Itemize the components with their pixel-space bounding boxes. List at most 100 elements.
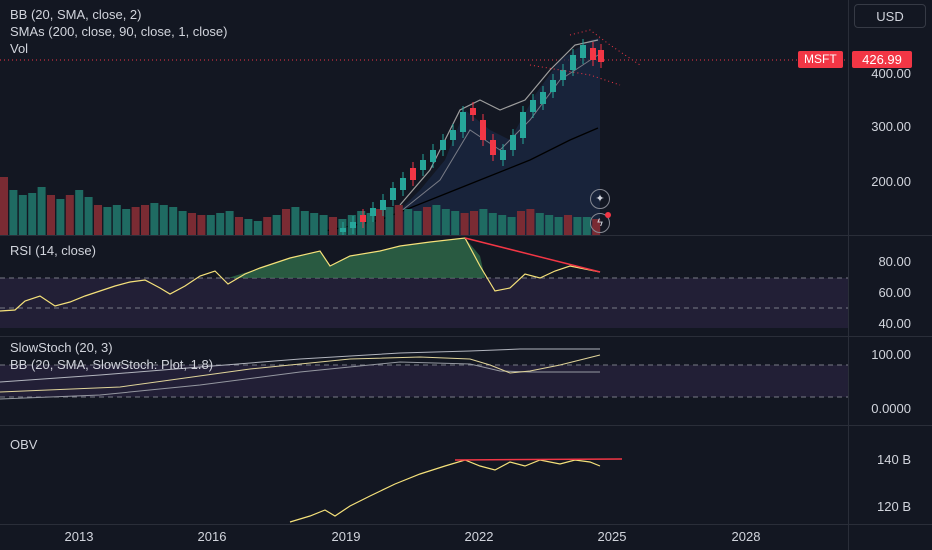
currency-button[interactable]: USD (854, 4, 926, 28)
volume-bar (282, 209, 290, 235)
time-tick: 2013 (64, 529, 94, 544)
candle-body (450, 130, 456, 140)
volume-bar (451, 211, 460, 235)
volume-bar (131, 207, 140, 235)
candle-body (470, 108, 476, 115)
symbol-tag: MSFT (798, 51, 843, 68)
volume-bar (385, 207, 394, 235)
candles (340, 39, 604, 238)
stoch-overlay[interactable]: BB (20, SMA, SlowStoch: Plot, 1.8) (10, 357, 214, 372)
volume-bar (197, 215, 206, 235)
volume-bar (112, 205, 121, 235)
obv-pane[interactable]: OBV (0, 426, 848, 524)
stoch-bb-upper (0, 348, 600, 383)
volume-bar (319, 215, 328, 235)
candle-body (550, 80, 556, 92)
projection-dots-lower (529, 64, 621, 86)
price-tick: 300.00 (871, 119, 911, 134)
candle-body (500, 150, 506, 160)
price-chart (0, 29, 848, 238)
stoch-chart (0, 348, 848, 400)
volume-bar (535, 213, 544, 235)
bollinger-band-fill (395, 38, 600, 235)
rsi-line (0, 237, 601, 312)
volume-bar (103, 207, 112, 235)
candle-body (380, 200, 386, 210)
rsi-divergence-line (464, 237, 601, 273)
rsi-overbought-fill (228, 238, 485, 278)
volume-bar (56, 199, 65, 235)
candle-body (480, 120, 486, 140)
time-tick: 2022 (464, 529, 494, 544)
lightning-icon[interactable]: ϟ (590, 213, 610, 233)
indicator-vol[interactable]: Vol (10, 41, 29, 56)
candle-body (510, 135, 516, 150)
candle-body (410, 168, 416, 180)
price-pane[interactable]: BB (20, SMA, close, 2) SMAs (200, close,… (0, 0, 848, 238)
volume-bar (423, 207, 431, 235)
candle-body (440, 140, 446, 150)
stoch-title[interactable]: SlowStoch (20, 3) (10, 340, 113, 355)
obv-tick: 120 B (877, 499, 911, 514)
obv-resistance-line (454, 458, 623, 461)
price-tick: 200.00 (871, 174, 911, 189)
volume-bar (498, 215, 507, 235)
candle-body (340, 228, 346, 232)
volume-bar (573, 217, 582, 235)
time-tick: 2028 (731, 529, 761, 544)
volume-bar (291, 207, 300, 235)
volume-bar (517, 211, 525, 235)
candle-body (420, 160, 426, 170)
obv-tick: 140 B (877, 452, 911, 467)
volume-bar (545, 215, 554, 235)
obv-chart (289, 458, 623, 523)
volume-bar (338, 219, 347, 235)
volume-bar (564, 215, 572, 235)
obv-line (289, 459, 601, 523)
volume-bar (65, 195, 74, 235)
candle-body (370, 208, 376, 216)
candle-body (560, 70, 566, 80)
volume-bar (263, 217, 272, 235)
stoch-pane[interactable]: SlowStoch (20, 3) BB (20, SMA, SlowStoch… (0, 337, 848, 425)
volume-bar (300, 211, 309, 235)
candle-body (390, 188, 396, 200)
stoch-band (0, 365, 848, 397)
candle-body (540, 92, 546, 104)
candle-body (400, 178, 406, 190)
stoch-tick: 100.00 (871, 347, 911, 362)
compass-icon[interactable]: ✦ (590, 189, 610, 209)
indicator-smas[interactable]: SMAs (200, close, 90, close, 1, close) (10, 24, 228, 39)
volume-bar (272, 215, 281, 235)
indicator-bb[interactable]: BB (20, SMA, close, 2) (10, 7, 142, 22)
volume-bar (188, 213, 196, 235)
rsi-pane[interactable]: RSI (14, close) (0, 236, 848, 336)
alert-dot (605, 212, 611, 218)
volume-bar (376, 209, 384, 235)
volume-bar (94, 205, 102, 235)
price-axis[interactable]: USD 400.00 300.00 200.00 80.00 60.00 40.… (848, 0, 932, 550)
volume-bar (235, 217, 243, 235)
volume-bar (366, 213, 375, 235)
volume-bar (150, 203, 159, 235)
obv-title[interactable]: OBV (10, 437, 38, 452)
volume-bar (84, 197, 93, 235)
time-tick: 2019 (331, 529, 361, 544)
volume-bar (526, 209, 535, 235)
volume-bar (206, 215, 215, 235)
candle-body (598, 50, 604, 62)
rsi-title[interactable]: RSI (14, close) (10, 243, 96, 258)
candle-body (490, 140, 496, 155)
candle-body (520, 112, 526, 138)
volume-bars (0, 177, 601, 235)
candle-body (530, 100, 536, 112)
volume-bar (479, 209, 488, 235)
volume-bar (432, 205, 441, 235)
volume-bar (37, 187, 46, 235)
time-tick: 2016 (197, 529, 227, 544)
price-tag: 426.99 (852, 51, 912, 68)
volume-bar (329, 217, 337, 235)
volume-bar (159, 205, 168, 235)
volume-bar (18, 195, 27, 235)
volume-bar (404, 209, 413, 235)
